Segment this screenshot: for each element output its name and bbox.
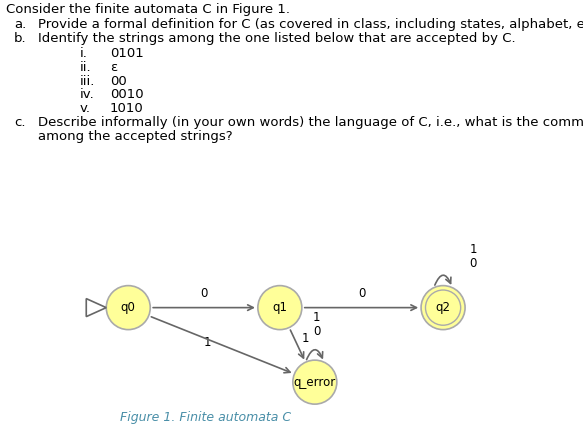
Text: q1: q1 xyxy=(272,301,287,314)
Text: ε: ε xyxy=(110,61,117,74)
Text: iv.: iv. xyxy=(80,88,95,101)
Text: Describe informally (in your own words) the language of C, i.e., what is the com: Describe informally (in your own words) … xyxy=(38,116,583,129)
Text: 00: 00 xyxy=(110,75,127,88)
Text: q0: q0 xyxy=(121,301,136,314)
Text: ii.: ii. xyxy=(80,61,92,74)
Text: iii.: iii. xyxy=(80,75,96,88)
Text: q_error: q_error xyxy=(294,376,336,389)
Text: 0101: 0101 xyxy=(110,48,144,60)
Circle shape xyxy=(293,360,337,404)
Text: b.: b. xyxy=(14,32,27,45)
Circle shape xyxy=(106,286,150,330)
Text: q2: q2 xyxy=(436,301,451,314)
Text: v.: v. xyxy=(80,102,91,115)
Text: 0: 0 xyxy=(358,286,365,300)
Text: among the accepted strings?: among the accepted strings? xyxy=(38,130,233,143)
Text: Provide a formal definition for C (as covered in class, including states, alphab: Provide a formal definition for C (as co… xyxy=(38,18,583,31)
Text: 1: 1 xyxy=(204,337,211,349)
Text: Figure 1. Finite automata C: Figure 1. Finite automata C xyxy=(120,411,291,424)
Circle shape xyxy=(258,286,302,330)
Text: 1010: 1010 xyxy=(110,102,144,115)
Text: 1
0: 1 0 xyxy=(469,243,477,270)
Circle shape xyxy=(421,286,465,330)
Text: 0010: 0010 xyxy=(110,88,143,101)
Text: c.: c. xyxy=(14,116,26,129)
Text: 0: 0 xyxy=(201,286,208,300)
Text: a.: a. xyxy=(14,18,26,31)
Text: i.: i. xyxy=(80,48,88,60)
Text: 1
0: 1 0 xyxy=(313,311,321,338)
Text: 1: 1 xyxy=(301,332,309,345)
Text: Identify the strings among the one listed below that are accepted by C.: Identify the strings among the one liste… xyxy=(38,32,515,45)
Text: Consider the finite automata C in Figure 1.: Consider the finite automata C in Figure… xyxy=(6,3,290,16)
